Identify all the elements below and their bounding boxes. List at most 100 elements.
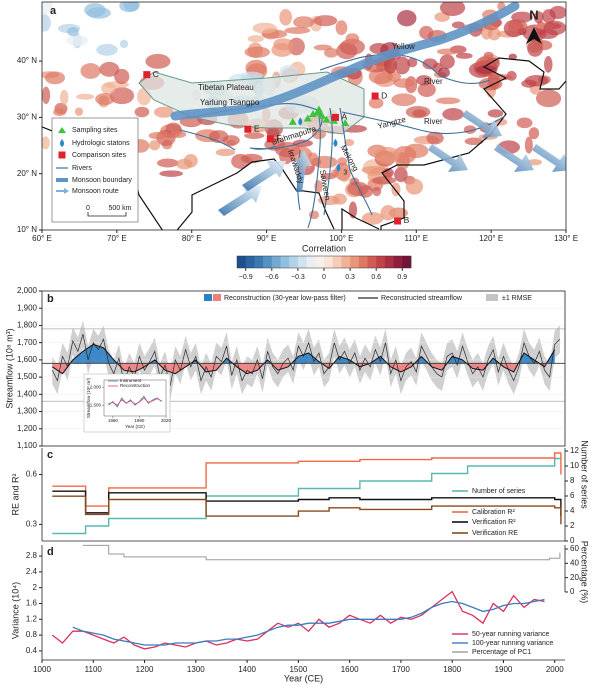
- correlation-patch: [96, 43, 118, 56]
- place-label: River: [424, 117, 443, 126]
- axis-title: Year (CE): [284, 673, 323, 683]
- comparison-site: [371, 92, 379, 100]
- sampling-site: [303, 114, 312, 122]
- legend-label: Percentage of PC1: [472, 649, 531, 656]
- correlation-patch: [145, 53, 171, 69]
- y-tick-label: 20° N: [17, 169, 37, 178]
- series-line: [72, 598, 545, 646]
- colorbar-title: Correlation: [302, 243, 346, 253]
- place-label: Tibetan Plateau: [198, 83, 254, 92]
- y-tick-label: 1,900: [17, 303, 38, 312]
- site-label: D: [381, 90, 387, 100]
- correlation-patch: [86, 7, 111, 19]
- correlation-patch: [134, 106, 150, 118]
- correlation-patch: [405, 105, 431, 119]
- correlation-patch: [215, 148, 236, 157]
- legend-label: 50-year running variance: [472, 631, 550, 638]
- correlation-patch: [42, 2, 53, 15]
- y-tick-label: 1,400: [17, 389, 38, 398]
- correlation-patch: [170, 130, 187, 139]
- y-tick-label: 2.8: [26, 551, 38, 560]
- comparison-site: [266, 135, 274, 143]
- panel-label: d: [47, 546, 54, 558]
- correlation-patch: [284, 27, 311, 34]
- x-tick-label: 1600: [341, 665, 359, 674]
- correlation-patch: [521, 79, 537, 88]
- lowpass-area-below: [52, 363, 547, 374]
- x-tick-label: 70° E: [107, 234, 127, 243]
- legend-label: Monsoon route: [72, 188, 119, 195]
- map-frame: [41, 1, 567, 231]
- axis-title: Number of series: [580, 440, 590, 509]
- correlation-patch: [543, 56, 553, 73]
- correlation-patch: [534, 40, 553, 51]
- legend-swatch: [213, 294, 221, 301]
- correlation-patch: [42, 14, 51, 32]
- correlation-patch: [535, 89, 562, 108]
- colorbar-bin: [367, 256, 377, 268]
- colorbar-bin: [315, 256, 325, 268]
- step-line: [52, 457, 561, 535]
- correlation-patch: [271, 43, 293, 57]
- lowpass-area-above: [52, 344, 555, 364]
- colorbar-bin: [341, 256, 351, 268]
- correlation-patch: [405, 178, 424, 195]
- place-label: River: [424, 77, 443, 86]
- axis-title: RE and R²: [10, 473, 20, 515]
- monsoon-boundary: [170, 2, 520, 121]
- y-tick-label: 1,300: [17, 407, 38, 416]
- y-tick-label: 1,600: [17, 355, 38, 364]
- correlation-patch: [426, 131, 444, 145]
- legend-label: 100-year running variance: [472, 640, 553, 647]
- correlation-patch: [44, 71, 66, 85]
- y-tick-label: 0.6: [26, 470, 38, 479]
- y2-tick-label: 2: [570, 521, 575, 530]
- colorbar-bin: [280, 256, 290, 268]
- hydrologic-station: [298, 117, 303, 126]
- site-label: C: [153, 69, 159, 79]
- correlation-patch: [372, 186, 382, 197]
- comparison-site: [143, 71, 151, 79]
- scale-label: 0: [86, 205, 90, 212]
- correlation-patch: [154, 106, 174, 118]
- x-tick-label: 2020: [161, 418, 172, 423]
- y-tick-label: 1,800: [17, 321, 38, 330]
- correlation-patch: [339, 38, 365, 56]
- map-legend: Sampling sites Hydrologic statons Compar…: [51, 117, 139, 223]
- correlation-patch: [95, 93, 115, 106]
- correlation-patch: [451, 21, 465, 29]
- scale-label: 500 km: [109, 205, 132, 212]
- legend-swatch: [486, 294, 498, 301]
- correlation-patch: [156, 158, 179, 168]
- x-tick-label: 1400: [238, 665, 256, 674]
- correlation-patch: [528, 127, 540, 140]
- correlation-patch: [475, 65, 497, 74]
- correlation-patch: [344, 139, 355, 147]
- legend-label: Number of series: [472, 488, 526, 495]
- correlation-patch: [394, 56, 411, 75]
- colorbar-tick-label: 0.9: [397, 274, 407, 281]
- correlation-patch: [338, 167, 351, 182]
- comparison-site: [244, 125, 252, 133]
- correlation-patch: [374, 146, 400, 165]
- colorbar-bin: [358, 256, 368, 268]
- colorbar-bin: [271, 256, 281, 268]
- axis-title: Percentage (%): [580, 541, 590, 604]
- y2-tick-label: 40: [570, 558, 579, 567]
- correlation-patch: [524, 136, 533, 154]
- inset-frame: [103, 379, 167, 417]
- y-tick-label: 2: [33, 583, 38, 592]
- correlation-patch: [53, 108, 67, 117]
- correlation-patch: [487, 109, 504, 118]
- y-tick-label: 2,000: [17, 286, 38, 295]
- correlation-patch: [419, 25, 434, 40]
- x-tick-label: 1100: [85, 665, 103, 674]
- x-tick-label: 1000: [33, 665, 51, 674]
- correlation-patch: [293, 16, 315, 29]
- correlation-patch: [368, 97, 384, 109]
- correlation-patch: [42, 136, 50, 150]
- legend-label: Instrument: [120, 378, 142, 383]
- legend-label: Reconstruction (30-year low-pass filter): [224, 295, 346, 302]
- x-tick-label: 90° E: [257, 234, 277, 243]
- correlation-patch: [313, 44, 332, 51]
